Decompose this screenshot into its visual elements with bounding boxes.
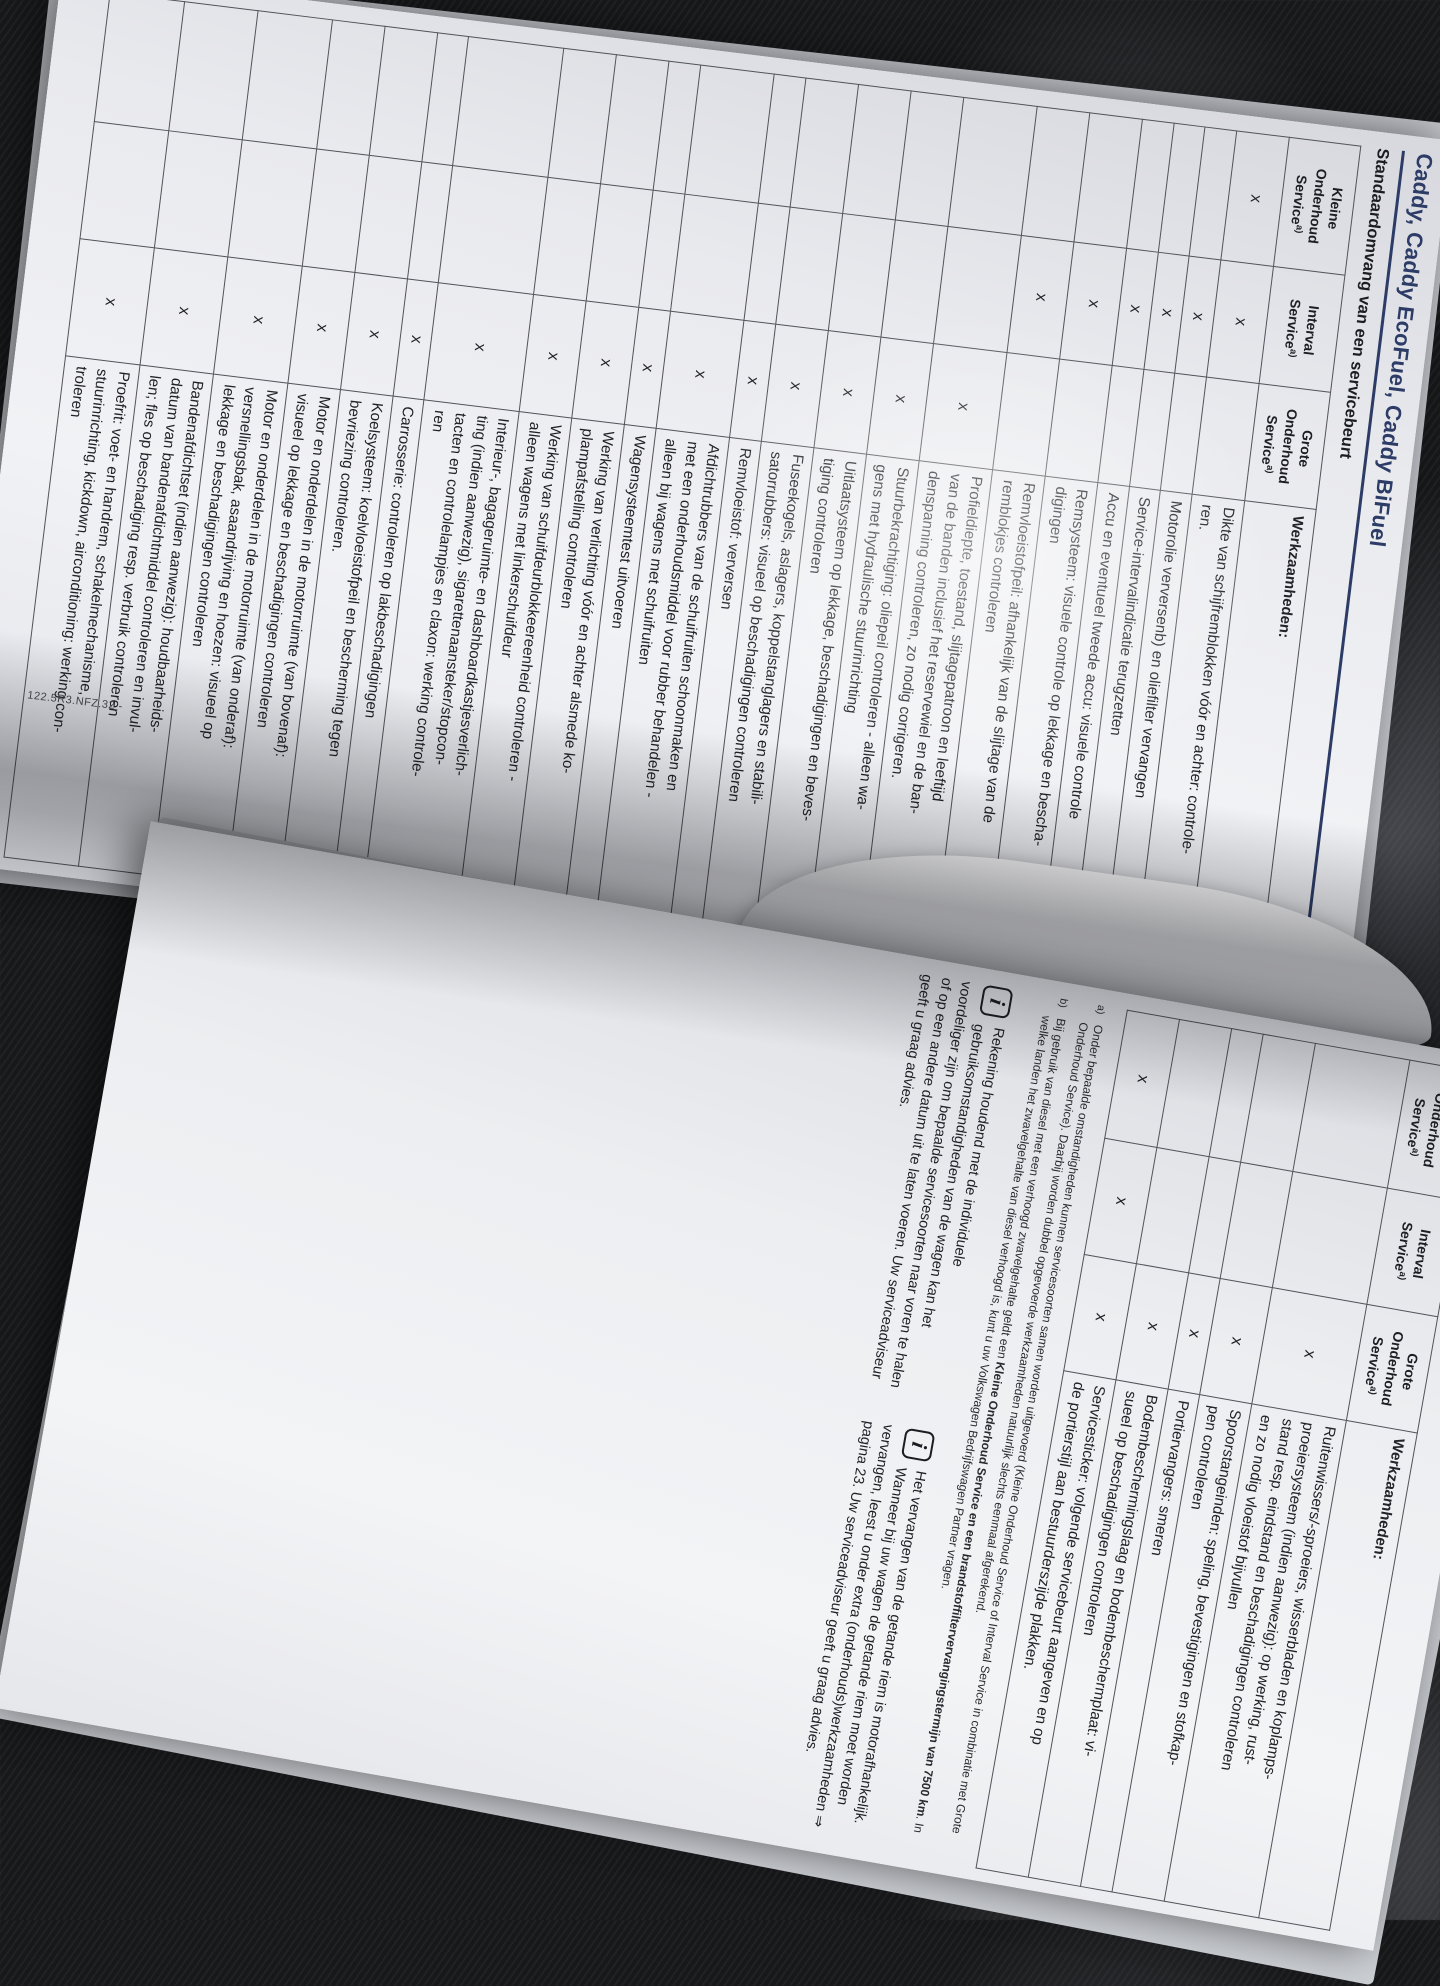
mark-interval (153, 130, 243, 257)
column-header-interval-service: Interval Servicea) (1258, 266, 1345, 393)
mark-grote: x (213, 256, 302, 384)
mark-kleine (947, 97, 1038, 236)
mark-kleine (94, 0, 185, 131)
mark-grote: x (918, 343, 1008, 470)
mark-kleine (452, 36, 564, 178)
mark-grote: x (1251, 1287, 1367, 1421)
mark-interval (227, 139, 317, 266)
mark-grote: x (423, 282, 534, 412)
mark-grote: x (655, 311, 745, 438)
mark-interval (933, 226, 1022, 353)
mark-kleine (242, 10, 333, 149)
mark-interval (1271, 1171, 1387, 1305)
mark-kleine (168, 1, 259, 140)
mark-interval (80, 121, 169, 248)
mark-interval (438, 165, 549, 295)
mark-interval (670, 194, 759, 321)
mark-grote: x (65, 238, 154, 365)
mark-kleine (684, 65, 775, 204)
info-icon: i (978, 984, 1014, 1020)
mark-grote: x (139, 247, 228, 375)
column-header-grote-onderhoud-service: Grote Onderhoud Servicea) (1244, 383, 1331, 510)
info-icon: i (900, 1427, 936, 1463)
